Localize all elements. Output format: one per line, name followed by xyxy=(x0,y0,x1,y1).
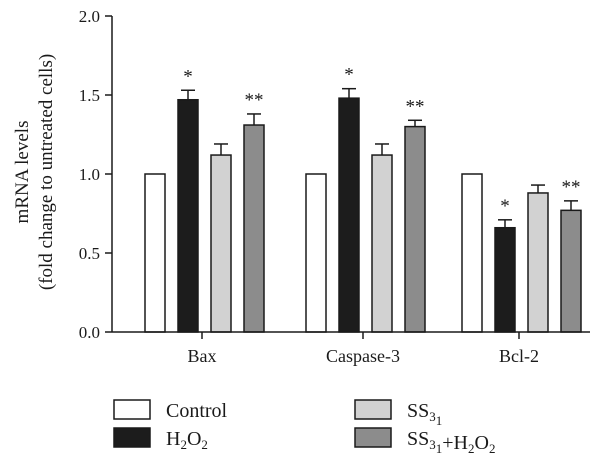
bar xyxy=(243,124,265,333)
significance-label: ** xyxy=(562,177,581,198)
legend-item: H2O2 xyxy=(113,427,208,452)
y-tick-label: 1.0 xyxy=(79,165,100,184)
legend-swatch xyxy=(354,399,392,420)
bar xyxy=(144,173,166,333)
bar xyxy=(527,192,549,333)
bar xyxy=(404,125,426,333)
axes xyxy=(111,16,590,333)
legend-item: Control xyxy=(113,399,228,422)
significance-label: * xyxy=(344,65,354,86)
significance-label: * xyxy=(500,196,510,217)
bar xyxy=(177,98,199,333)
x-tick-label: Caspase-3 xyxy=(326,346,400,366)
legend-swatch xyxy=(354,427,392,448)
significance-label: * xyxy=(183,66,193,87)
x-tick-label: Bax xyxy=(188,346,217,366)
y-axis-ticks: 0.0 0.5 1.0 1.5 2.0 xyxy=(79,7,112,342)
y-axis-title-line2: (fold change to untreated cells) xyxy=(36,54,57,290)
bar xyxy=(494,226,516,333)
legend-label: H2O2 xyxy=(166,428,208,452)
bar xyxy=(338,97,360,333)
y-tick-label: 0.5 xyxy=(79,244,100,263)
legend: Control SS31 H2O2 SS31+H2O2 xyxy=(113,399,495,456)
legend-label: SS31+H2O2 xyxy=(407,428,495,456)
y-tick-label: 0.0 xyxy=(79,323,100,342)
x-axis-tick-labels: Bax Caspase-3 Bcl-2 xyxy=(188,332,539,366)
y-axis-title: mRNA levels (fold change to untreated ce… xyxy=(12,54,57,290)
legend-swatch xyxy=(113,399,151,420)
y-tick-label: 1.5 xyxy=(79,86,100,105)
y-axis-title-line1: mRNA levels xyxy=(12,121,33,224)
x-tick-label: Bcl-2 xyxy=(499,346,539,366)
legend-swatch xyxy=(113,427,151,448)
bars: ********* xyxy=(144,65,582,333)
bar xyxy=(461,173,483,333)
legend-label: SS31 xyxy=(407,400,442,428)
bar xyxy=(305,173,327,333)
bar xyxy=(371,154,393,333)
significance-label: ** xyxy=(245,90,264,111)
bar xyxy=(560,209,582,333)
legend-item: SS31+H2O2 xyxy=(354,427,495,456)
legend-item: SS31 xyxy=(354,399,442,428)
legend-label: Control xyxy=(166,400,228,422)
bar xyxy=(210,154,232,333)
significance-label: ** xyxy=(406,96,425,117)
y-tick-label: 2.0 xyxy=(79,7,100,26)
